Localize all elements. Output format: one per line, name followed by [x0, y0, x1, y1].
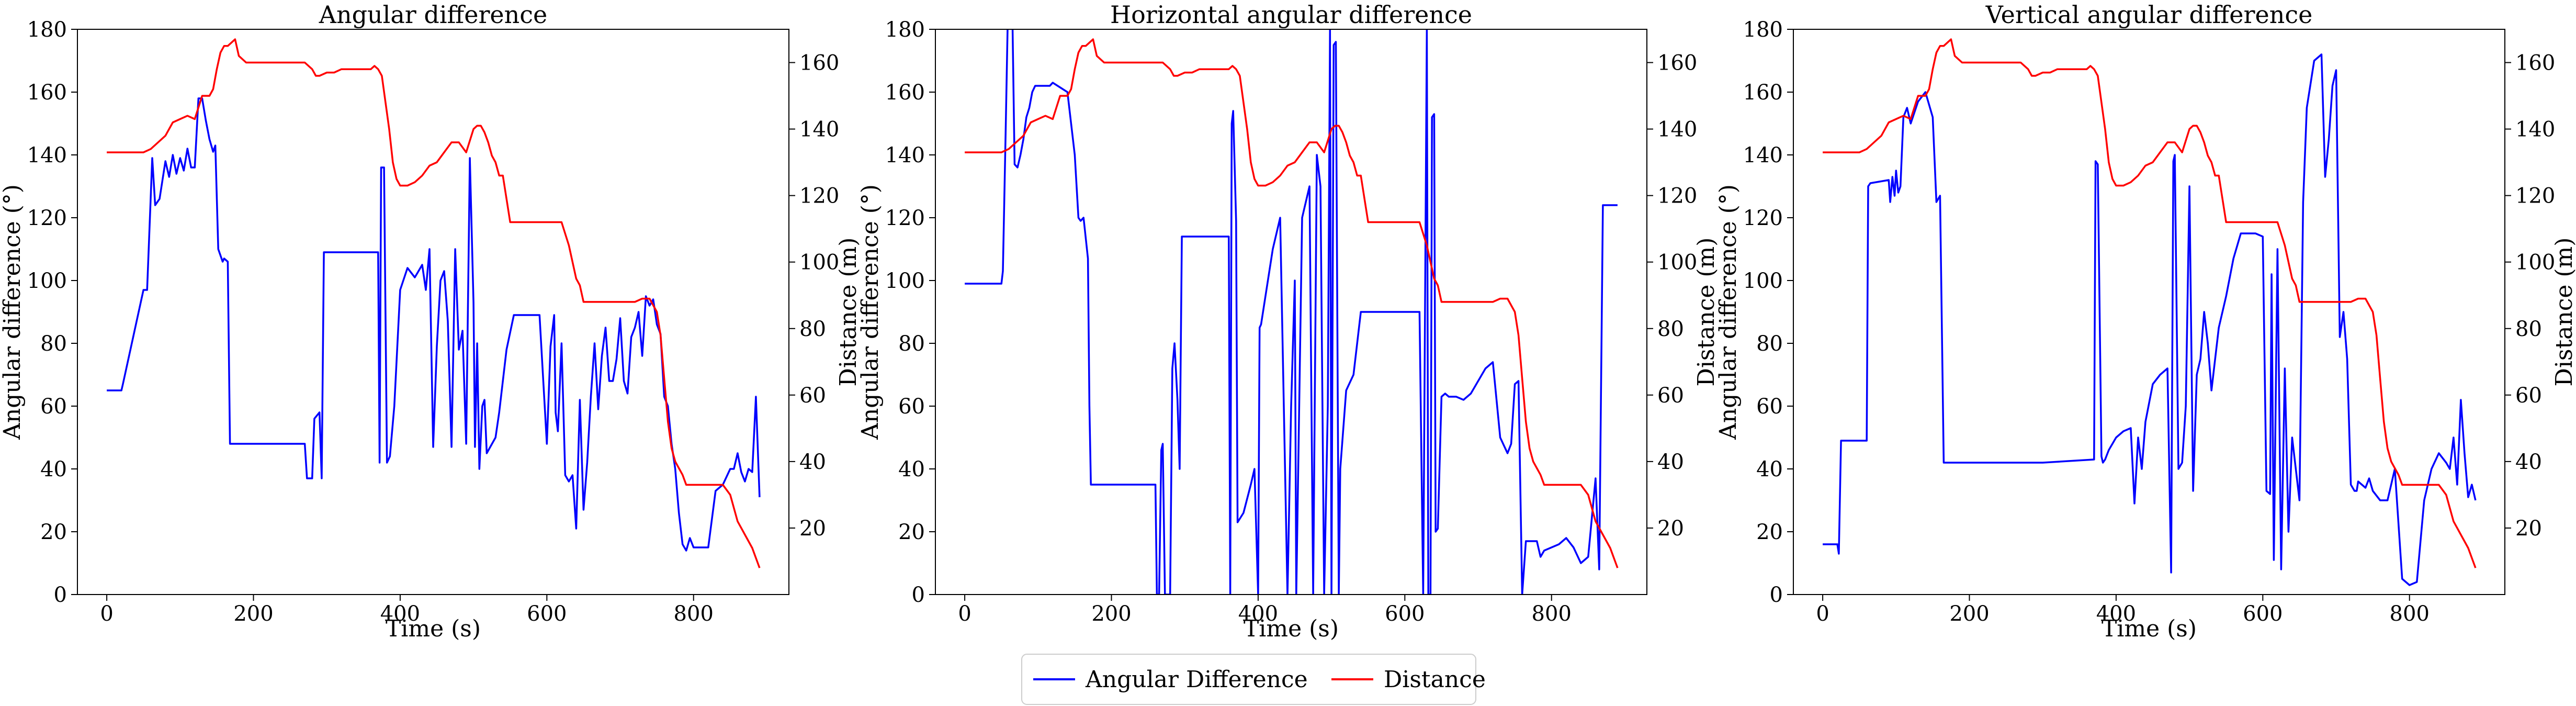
x-tick-label: 800: [674, 602, 714, 626]
series-line-angular-difference: [965, 29, 1618, 595]
y-tick-label: 160: [27, 81, 67, 105]
chart-title: Angular difference: [319, 1, 548, 29]
y2-tick-label: 140: [1657, 118, 1697, 142]
y2-tick-label: 120: [2515, 184, 2555, 208]
y2-tick-label: 80: [2515, 317, 2542, 341]
x-tick-label: 0: [958, 602, 971, 626]
chart-panel-2: 0 200 400 600 800 0 20 40 60 80 100 120 140 160 180 20 4…: [857, 1, 1720, 642]
x-axis-label: Time (s): [2102, 615, 2197, 642]
x-axis-label: Time (s): [1244, 615, 1339, 642]
x-axis-label: Time (s): [386, 615, 481, 642]
y2-tick-label: 160: [1657, 51, 1697, 75]
y2-tick-label: 80: [1657, 317, 1684, 341]
y2-tick-label: 100: [2515, 251, 2555, 275]
series-line-distance: [107, 38, 761, 568]
y-axis-label: Angular difference (°): [0, 184, 26, 440]
y-tick-label: 20: [1756, 520, 1783, 544]
y2-tick-label: 160: [799, 51, 839, 75]
y2-tick-label: 60: [1657, 384, 1684, 408]
y-tick-label: 80: [40, 332, 67, 356]
x-tick-label: 800: [1532, 602, 1572, 626]
y2-axis-label: Distance (m): [835, 238, 862, 387]
y2-axis-label: Distance (m): [1693, 238, 1720, 387]
y2-tick-label: 40: [799, 450, 826, 474]
plot-frame: [77, 29, 789, 595]
y-tick-label: 100: [1743, 269, 1783, 293]
plot-frame: [1793, 29, 2505, 595]
y2-tick-label: 100: [799, 251, 839, 275]
y-tick-label: 140: [885, 143, 925, 167]
y-tick-label: 40: [898, 457, 925, 481]
legend-label-distance: Distance: [1384, 666, 1486, 693]
y-tick-label: 160: [885, 81, 925, 105]
x-tick-label: 600: [2243, 602, 2283, 626]
y-tick-label: 60: [898, 395, 925, 419]
x-tick-label: 800: [2390, 602, 2430, 626]
y-tick-label: 40: [1756, 457, 1783, 481]
chart-panel-3: 0 200 400 600 800 0 20 40 60 80 100 120 140 160 180 20 4…: [1715, 1, 2576, 642]
series-line-distance: [965, 38, 1619, 568]
x-tick-label: 600: [1385, 602, 1425, 626]
y2-tick-label: 40: [2515, 450, 2542, 474]
x-tick-label: 0: [100, 602, 113, 626]
y-tick-label: 60: [1756, 395, 1783, 419]
y-tick-label: 180: [27, 18, 67, 42]
y-tick-label: 20: [898, 520, 925, 544]
y-tick-label: 40: [40, 457, 67, 481]
y2-tick-label: 60: [799, 384, 826, 408]
chart-title: Vertical angular difference: [1985, 1, 2313, 29]
y-tick-label: 120: [885, 206, 925, 230]
y2-tick-label: 140: [2515, 118, 2555, 142]
y2-tick-label: 80: [799, 317, 826, 341]
y-tick-label: 0: [54, 583, 67, 607]
legend-box: [1021, 654, 1476, 705]
y-tick-label: 140: [1743, 143, 1783, 167]
y-tick-label: 180: [1743, 18, 1783, 42]
y2-axis-label: Distance (m): [2551, 238, 2576, 387]
x-tick-label: 400: [1238, 602, 1278, 626]
chart-title: Horizontal angular difference: [1110, 1, 1472, 29]
y-tick-label: 100: [885, 269, 925, 293]
y2-tick-label: 20: [1657, 517, 1684, 541]
x-tick-label: 0: [1816, 602, 1829, 626]
y2-tick-label: 140: [799, 118, 839, 142]
series-line-distance: [1823, 38, 2477, 568]
y-axis-label: Angular difference (°): [1715, 184, 1742, 440]
y-tick-label: 160: [1743, 81, 1783, 105]
plot-frame: [935, 29, 1647, 595]
x-tick-label: 400: [380, 602, 420, 626]
y-tick-label: 80: [1756, 332, 1783, 356]
y-tick-label: 0: [1770, 583, 1783, 607]
y-axis-label: Angular difference (°): [857, 184, 884, 440]
y-tick-label: 60: [40, 395, 67, 419]
x-tick-label: 200: [1949, 602, 1989, 626]
y2-tick-label: 160: [2515, 51, 2555, 75]
y2-tick-label: 120: [799, 184, 839, 208]
y-tick-label: 180: [885, 18, 925, 42]
chart-panel-1: 0 200 400 600 800 0 20 40 60 80 100 120 140 160 180 20 4…: [0, 1, 862, 642]
y2-tick-label: 40: [1657, 450, 1684, 474]
legend: Angular Difference Distance: [1021, 654, 1486, 705]
y-tick-label: 0: [912, 583, 925, 607]
series-line-angular-difference: [107, 97, 761, 552]
y-tick-label: 140: [27, 143, 67, 167]
x-tick-label: 600: [527, 602, 567, 626]
y-tick-label: 80: [898, 332, 925, 356]
y-tick-label: 120: [1743, 206, 1783, 230]
legend-label-angular-difference: Angular Difference: [1085, 666, 1308, 693]
x-tick-label: 400: [2096, 602, 2136, 626]
y-tick-label: 20: [40, 520, 67, 544]
y2-tick-label: 120: [1657, 184, 1697, 208]
y2-tick-label: 100: [1657, 251, 1697, 275]
y2-tick-label: 20: [2515, 517, 2542, 541]
x-tick-label: 200: [233, 602, 273, 626]
y-tick-label: 120: [27, 206, 67, 230]
x-tick-label: 200: [1091, 602, 1131, 626]
y-tick-label: 100: [27, 269, 67, 293]
y2-tick-label: 60: [2515, 384, 2542, 408]
y2-tick-label: 20: [799, 517, 826, 541]
series-line-angular-difference: [1823, 53, 2477, 586]
